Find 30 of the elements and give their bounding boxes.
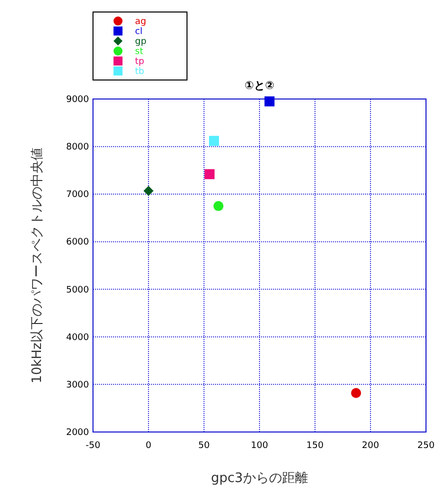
legend-label: cl	[135, 27, 142, 37]
legend-label: gp	[135, 37, 147, 47]
x-tick-label: 100	[250, 441, 268, 451]
x-tick-label: 0	[146, 441, 152, 451]
point	[351, 388, 362, 398]
point	[144, 186, 154, 196]
x-tick-label: 150	[306, 441, 324, 451]
point	[213, 201, 224, 212]
y-tick-label: 8000	[66, 142, 90, 153]
point	[264, 96, 274, 106]
y-tick-label: 6000	[66, 238, 90, 248]
y-axis-title: 10kHz以下のパワースペクトルの中央値	[30, 148, 45, 384]
x-axis-title: gpc3からの距離	[211, 471, 308, 486]
x-tick-label: -50	[86, 441, 101, 451]
chart-title: ①と②	[244, 79, 274, 92]
y-tick-label: 9000	[66, 95, 90, 105]
y-tick-label: 4000	[66, 332, 90, 343]
point	[204, 169, 215, 180]
x-tick-label: 250	[417, 441, 435, 451]
point	[208, 136, 219, 146]
legend-label: tp	[135, 57, 145, 67]
y-tick-label: 3000	[66, 380, 90, 390]
y-tick-label: 7000	[66, 190, 90, 200]
legend-label: tb	[135, 67, 145, 77]
x-tick-label: 200	[362, 441, 380, 451]
x-tick-label: 50	[198, 441, 210, 451]
y-tick-label: 5000	[66, 285, 90, 296]
y-tick-label: 2000	[66, 428, 90, 438]
legend-label: ag	[135, 17, 146, 27]
legend-label: st	[135, 47, 144, 57]
